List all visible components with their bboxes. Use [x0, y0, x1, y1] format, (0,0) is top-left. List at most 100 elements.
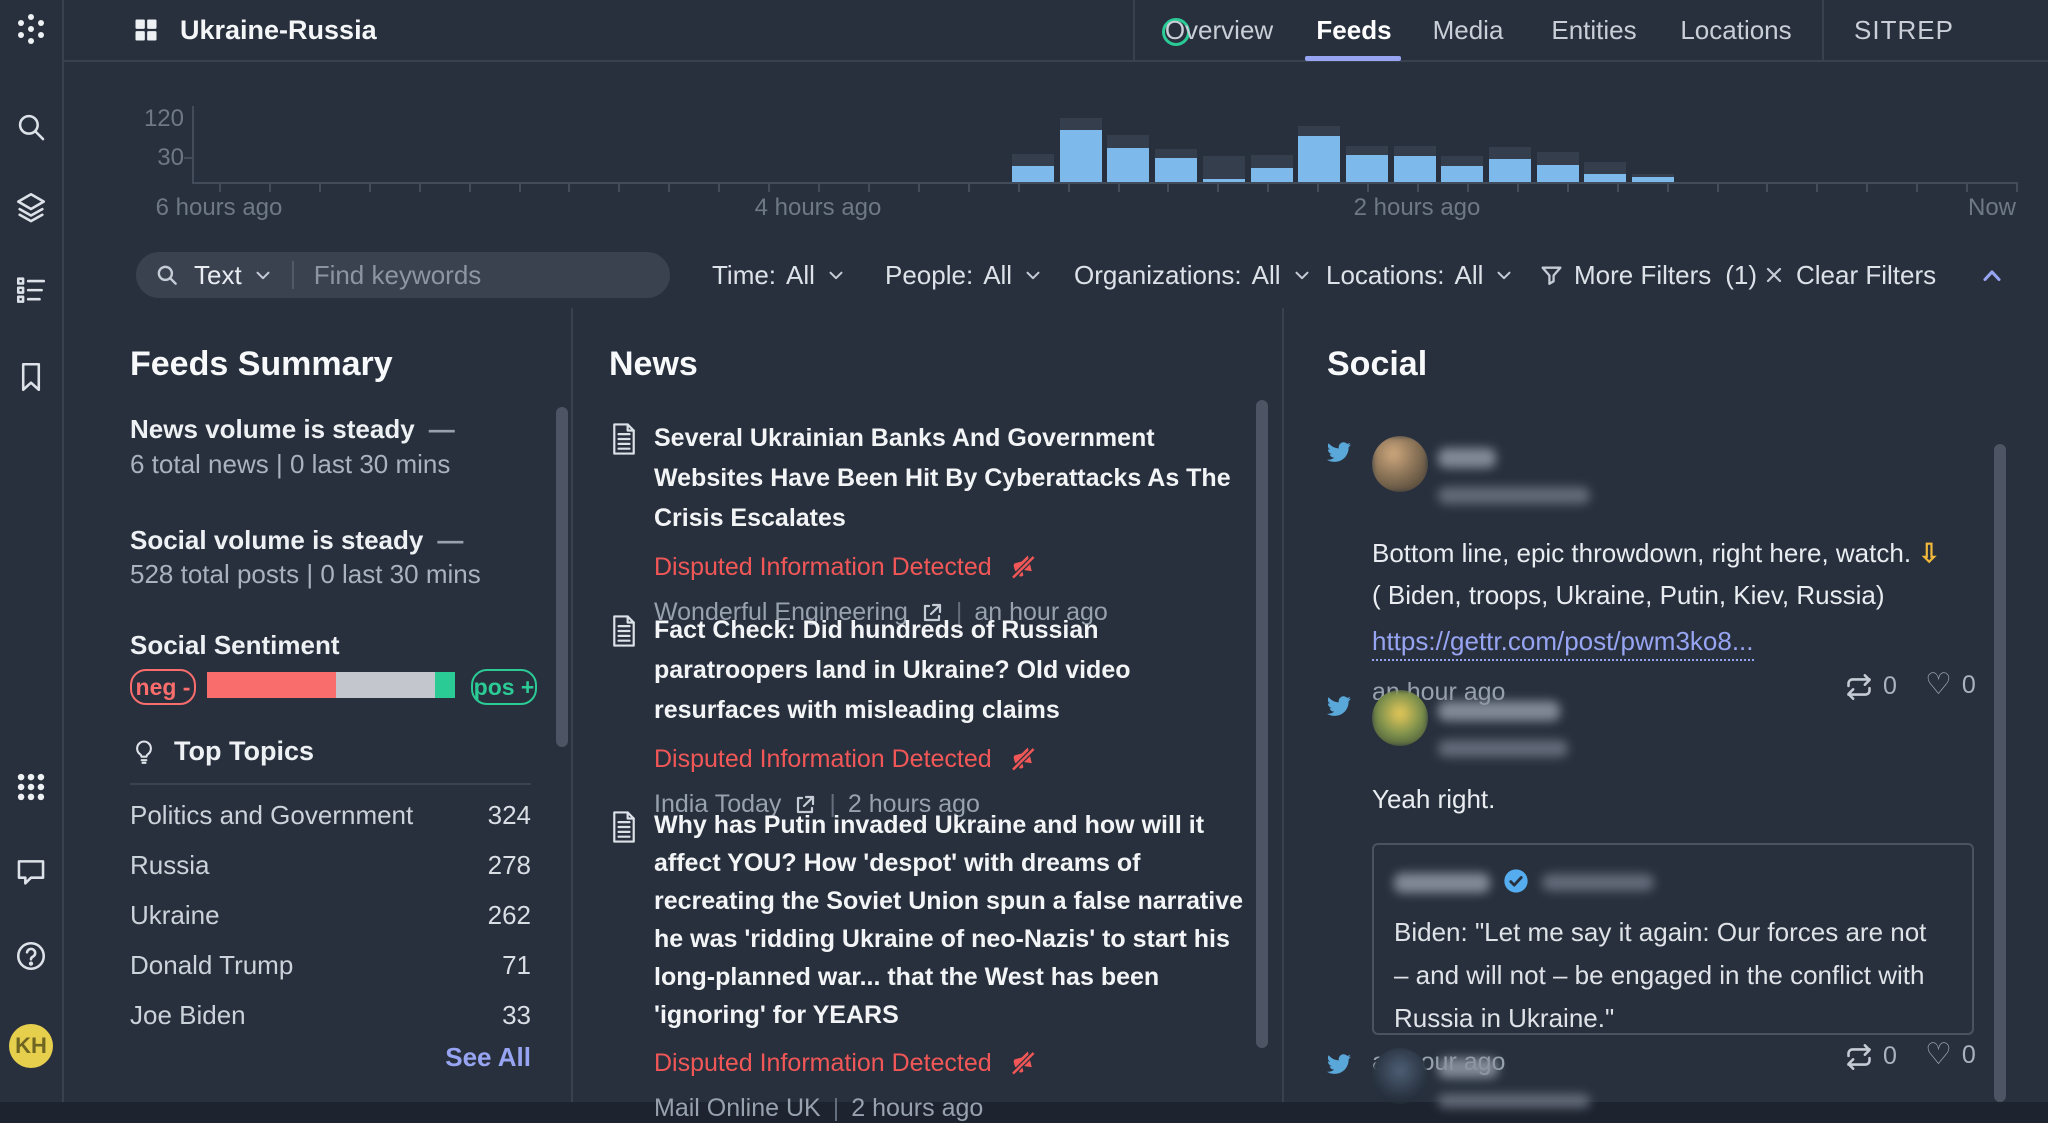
- social-scrollbar[interactable]: [1994, 444, 2006, 1102]
- bar-social-segment[interactable]: [1537, 165, 1579, 182]
- filter-organizations[interactable]: Organizations: All: [1074, 252, 1313, 298]
- bar-social-segment[interactable]: [1251, 168, 1293, 182]
- topic-row[interactable]: Joe Biden 33: [130, 990, 531, 1040]
- avatar[interactable]: [1372, 1048, 1428, 1104]
- filter-label: Time:: [712, 259, 777, 290]
- retweet-count[interactable]: 0: [1845, 1042, 1897, 1071]
- bar-news-segment[interactable]: [1441, 156, 1483, 166]
- tab-locations[interactable]: Locations: [1680, 14, 1792, 45]
- blurred-display-name: [1438, 448, 1496, 468]
- help-icon[interactable]: [14, 939, 48, 973]
- tab-feeds[interactable]: Feeds: [1316, 14, 1392, 45]
- retweet-count[interactable]: 0: [1845, 672, 1897, 701]
- chevron-down-icon: [1295, 271, 1309, 280]
- see-all-link[interactable]: See All: [445, 1042, 531, 1072]
- search-type-selector[interactable]: Text: [194, 259, 242, 290]
- app-logo-dots-icon[interactable]: [14, 12, 48, 46]
- tab-entities[interactable]: Entities: [1551, 14, 1637, 45]
- bar-social-segment[interactable]: [1632, 177, 1674, 182]
- news-title[interactable]: Fact Check: Did hundreds of Russian para…: [654, 616, 1131, 724]
- bar-social-segment[interactable]: [1298, 136, 1340, 182]
- bar-news-segment[interactable]: [1394, 146, 1436, 156]
- like-count[interactable]: ♡ 0: [1925, 668, 1976, 701]
- bar-news-segment[interactable]: [1298, 126, 1340, 136]
- chat-icon[interactable]: [14, 855, 48, 889]
- avatar[interactable]: [1372, 436, 1428, 492]
- chevron-down-icon: [256, 271, 270, 280]
- bar-news-segment[interactable]: [1584, 162, 1626, 174]
- bar-social-segment[interactable]: [1107, 148, 1149, 182]
- news-source[interactable]: Wonderful Engineering: [654, 598, 908, 626]
- bar-social-segment[interactable]: [1012, 166, 1054, 182]
- news-item[interactable]: Fact Check: Did hundreds of Russian para…: [609, 610, 1277, 819]
- topic-row[interactable]: Russia 278: [130, 840, 531, 890]
- bar-news-segment[interactable]: [1537, 152, 1579, 165]
- bar-news-segment[interactable]: [1251, 155, 1293, 168]
- bar-news-segment[interactable]: [1012, 154, 1054, 166]
- workspace-grid-icon[interactable]: [132, 16, 160, 44]
- quoted-tweet-card[interactable]: Biden: "Let me say it again: Our forces …: [1372, 843, 1974, 1035]
- x-tick: [568, 184, 570, 192]
- collapse-filters-chevron-up[interactable]: [1978, 262, 2006, 290]
- bar-news-segment[interactable]: [1107, 135, 1149, 148]
- post-link[interactable]: https://gettr.com/post/pwm3ko8...: [1372, 626, 1754, 661]
- topic-row[interactable]: Donald Trump 71: [130, 940, 531, 990]
- bar-news-segment[interactable]: [1203, 156, 1245, 179]
- news-title[interactable]: Several Ukrainian Banks And Government W…: [654, 424, 1231, 532]
- bookmark-icon[interactable]: [14, 360, 48, 394]
- left-sidebar: KH: [0, 0, 64, 1102]
- like-count[interactable]: ♡ 0: [1925, 1038, 1976, 1071]
- news-title[interactable]: Why has Putin invaded Ukraine and how wi…: [654, 811, 1244, 1029]
- disputed-label: Disputed Information Detected: [654, 552, 992, 581]
- bar-social-segment[interactable]: [1155, 158, 1197, 182]
- bar-social-segment[interactable]: [1394, 156, 1436, 182]
- clear-filters-button[interactable]: Clear Filters: [1762, 252, 1936, 298]
- x-axis-label: 6 hours ago: [155, 194, 283, 221]
- filter-label: Locations:: [1326, 259, 1445, 290]
- x-tick: [968, 184, 970, 192]
- filter-locations[interactable]: Locations: All: [1326, 252, 1515, 298]
- news-item[interactable]: Several Ukrainian Banks And Government W…: [609, 418, 1277, 627]
- bar-social-segment[interactable]: [1203, 179, 1245, 182]
- apps-grid-icon[interactable]: [14, 770, 48, 804]
- sentiment-neutral-segment: [336, 672, 435, 698]
- filter-time[interactable]: Time: All: [712, 252, 847, 298]
- filter-people[interactable]: People: All: [885, 252, 1044, 298]
- news-source[interactable]: India Today: [654, 790, 782, 818]
- tab-overview[interactable]: Overview: [1164, 14, 1274, 45]
- search-nav-icon[interactable]: [14, 110, 48, 144]
- search-input[interactable]: [311, 258, 646, 292]
- bar-news-segment[interactable]: [1489, 147, 1531, 159]
- x-tick: [1217, 184, 1219, 192]
- news-scrollbar[interactable]: [1256, 400, 1268, 1048]
- bar-social-segment[interactable]: [1584, 174, 1626, 182]
- topic-row[interactable]: Politics and Government 324: [130, 790, 531, 840]
- layers-icon[interactable]: [14, 190, 48, 224]
- tab-media[interactable]: Media: [1432, 14, 1504, 45]
- bar-social-segment[interactable]: [1441, 166, 1483, 182]
- bar-social-segment[interactable]: [1489, 159, 1531, 182]
- more-filters-button[interactable]: More Filters (1): [1539, 252, 1757, 298]
- topic-row[interactable]: Ukraine 262: [130, 890, 531, 940]
- bar-news-segment[interactable]: [1632, 174, 1674, 177]
- bar-news-segment[interactable]: [1060, 118, 1102, 130]
- x-tick: [469, 184, 471, 192]
- chevron-down-icon: [1026, 271, 1040, 280]
- summary-scrollbar[interactable]: [556, 407, 568, 747]
- x-tick: [319, 184, 321, 192]
- bar-social-segment[interactable]: [1346, 155, 1388, 182]
- topic-label: Ukraine: [130, 899, 220, 930]
- news-source[interactable]: Mail Online UK: [654, 1094, 821, 1122]
- news-timestamp: 2 hours ago: [847, 790, 980, 818]
- bar-news-segment[interactable]: [1155, 149, 1197, 158]
- avatar[interactable]: [1372, 690, 1428, 746]
- news-item[interactable]: Why has Putin invaded Ukraine and how wi…: [609, 806, 1277, 1123]
- bar-social-segment[interactable]: [1060, 130, 1102, 182]
- social-heading: Social: [1327, 345, 1428, 383]
- list-icon[interactable]: [14, 273, 48, 307]
- x-tick: [219, 184, 221, 192]
- tab-sitrep[interactable]: SITREP: [1854, 14, 1954, 45]
- user-avatar[interactable]: KH: [9, 1024, 53, 1068]
- retweet-icon: [1847, 673, 1871, 700]
- bar-news-segment[interactable]: [1346, 146, 1388, 155]
